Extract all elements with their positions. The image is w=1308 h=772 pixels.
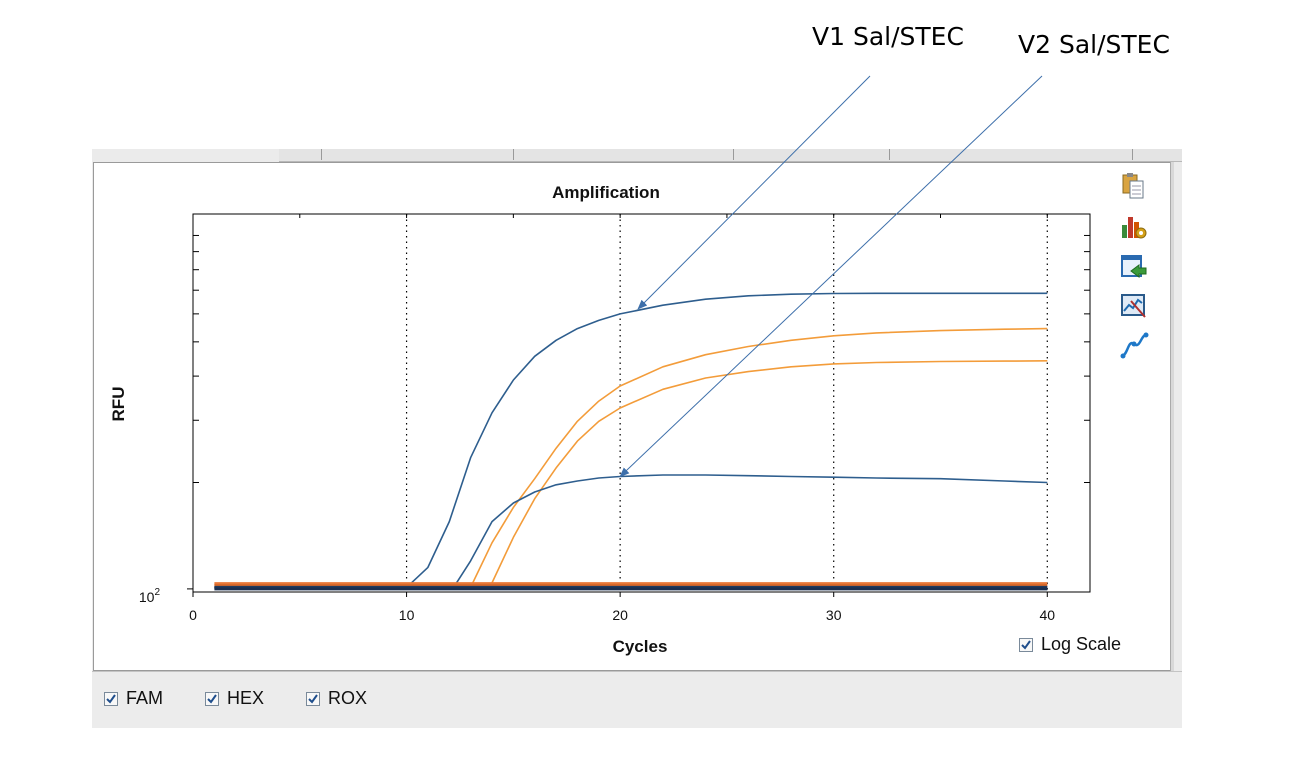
x-tick-label: 40	[1039, 607, 1055, 623]
chart-title: Amplification	[552, 183, 660, 202]
fam-label: FAM	[126, 688, 164, 708]
series-line-1	[214, 292, 1048, 589]
channel-fam-toggle[interactable]: FAM	[104, 688, 163, 709]
series-line-3	[214, 360, 1048, 589]
series-layer	[214, 292, 1048, 591]
x-tick-label: 20	[612, 607, 628, 623]
channel-rox-toggle[interactable]: ROX	[306, 688, 367, 709]
y-axis	[187, 234, 1090, 590]
hex-label: HEX	[227, 688, 265, 708]
hex-checkbox[interactable]	[205, 691, 219, 706]
rox-checkbox[interactable]	[306, 691, 320, 706]
y-tick-label: 102	[139, 587, 161, 605]
channel-filter-bar: FAM HEX ROX	[92, 671, 1182, 728]
annotation-v1-label: V1 Sal/STEC	[812, 22, 964, 51]
grid-layer	[405, 214, 1048, 592]
curve-icon[interactable]	[1119, 331, 1149, 361]
x-tick-label: 30	[826, 607, 842, 623]
top-toolbar-strip	[279, 149, 1182, 162]
annotation-v2-arrow	[619, 75, 1043, 478]
log-scale-toggle[interactable]: Log Scale	[1019, 634, 1121, 655]
annotation-v2-label: V2 Sal/STEC	[1018, 30, 1170, 59]
export-icon[interactable]	[1119, 251, 1149, 281]
rox-label: ROX	[328, 688, 368, 708]
plot-area	[192, 213, 1091, 593]
x-tick-label: 10	[399, 607, 415, 623]
clipboard-copy-icon[interactable]	[1119, 171, 1149, 201]
chart-tool-icon[interactable]	[1119, 291, 1149, 321]
x-axis: 0 10 20 30 40	[189, 214, 1055, 623]
x-axis-label: Cycles	[613, 637, 668, 656]
fam-checkbox[interactable]	[104, 691, 118, 706]
log-scale-label: Log Scale	[1041, 634, 1122, 654]
annotation-v1-arrow	[637, 75, 871, 310]
x-tick-label: 0	[189, 607, 197, 623]
series-line-2	[214, 327, 1048, 589]
panel-splitter[interactable]	[1170, 162, 1174, 671]
log-scale-checkbox[interactable]	[1019, 637, 1033, 652]
chart-settings-icon[interactable]	[1119, 211, 1149, 241]
channel-hex-toggle[interactable]: HEX	[205, 688, 264, 709]
y-axis-label: RFU	[109, 387, 128, 422]
